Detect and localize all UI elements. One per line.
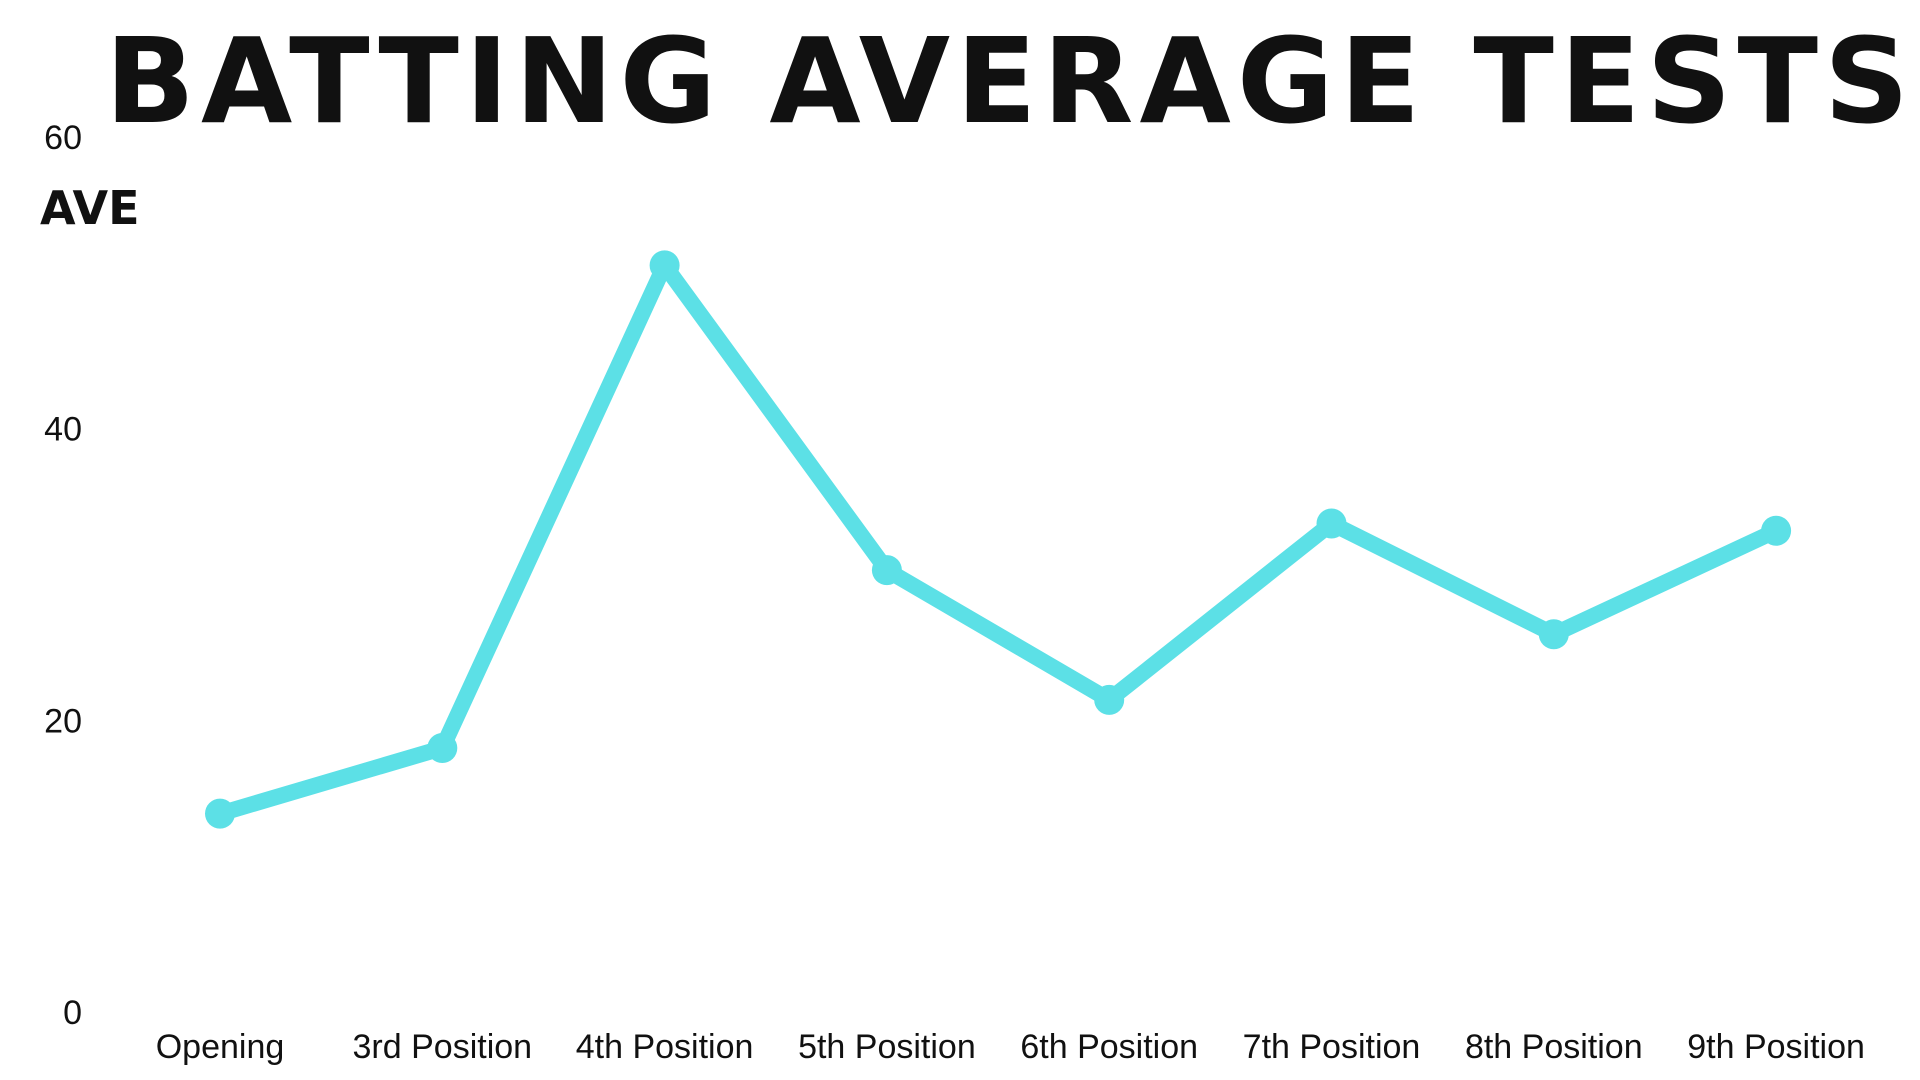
x-axis-ticks: Opening 3rd Position 4th Position 5th Posit… — [156, 1028, 1865, 1066]
x-tick-label: 7th Position — [1243, 1028, 1421, 1066]
series-line — [212, 257, 1785, 822]
data-point — [649, 250, 680, 281]
y-axis-label: AVE — [40, 181, 140, 235]
y-tick-label: 0 — [63, 994, 82, 1032]
y-tick-label: 20 — [44, 702, 82, 740]
data-point — [205, 798, 235, 829]
x-tick-label: 9th Position — [1687, 1028, 1865, 1066]
data-point — [1316, 508, 1347, 539]
series-line-group — [205, 250, 1792, 829]
x-tick-label: 8th Position — [1465, 1028, 1643, 1066]
chart-title: BATTING AVERAGE TESTS — [105, 12, 1915, 150]
y-axis-ticks: 0 20 40 60 — [44, 119, 82, 1032]
x-tick-label: 5th Position — [798, 1028, 976, 1066]
y-tick-label: 40 — [44, 411, 82, 449]
data-point — [1094, 684, 1125, 715]
data-point — [871, 555, 902, 586]
data-point — [427, 733, 458, 764]
x-tick-label: 3rd Position — [353, 1028, 533, 1066]
x-tick-label: 4th Position — [576, 1028, 754, 1066]
y-tick-label: 60 — [44, 119, 82, 157]
data-point — [1761, 515, 1792, 546]
x-tick-label: 6th Position — [1020, 1028, 1198, 1066]
data-point — [1538, 619, 1569, 650]
x-tick-label: Opening — [156, 1028, 285, 1066]
